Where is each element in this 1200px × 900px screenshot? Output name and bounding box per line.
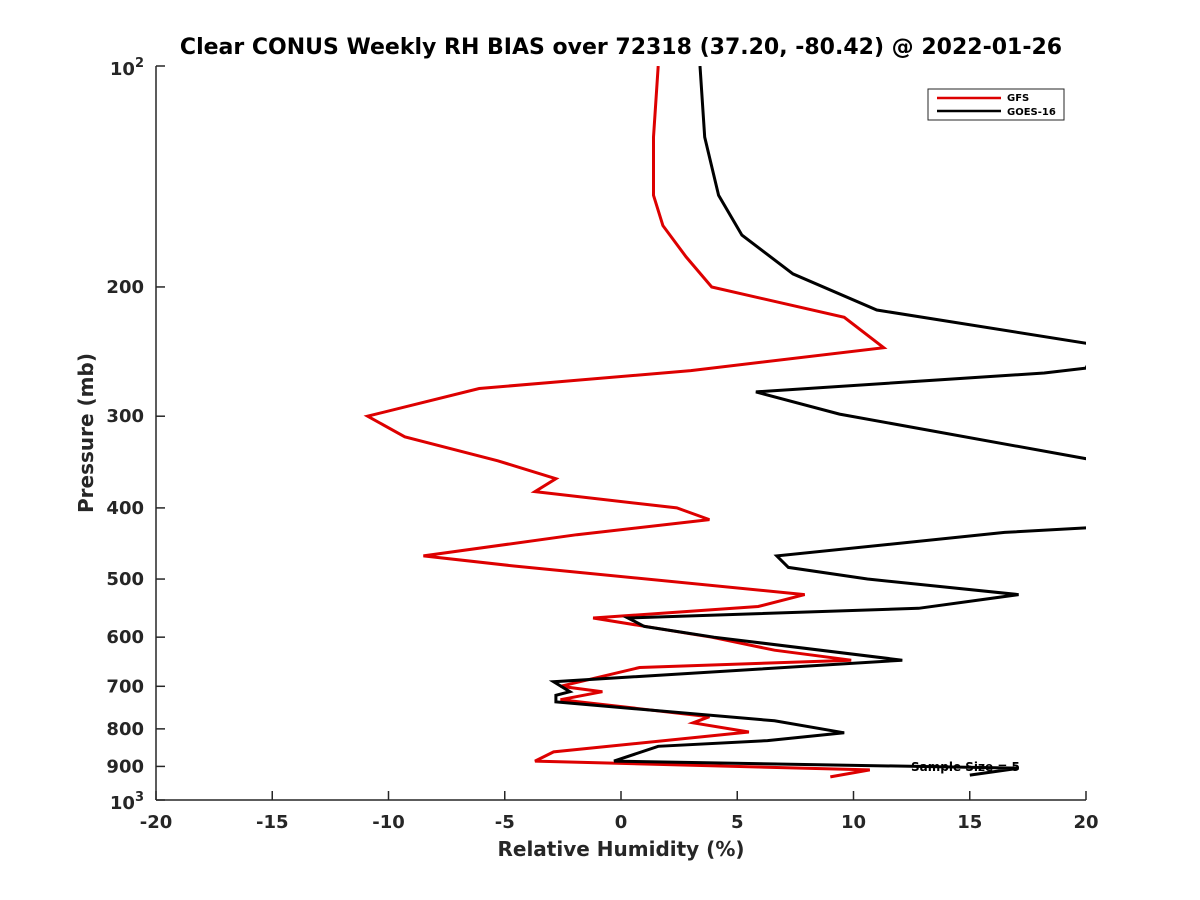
y-tick-label: 200 xyxy=(106,277,144,298)
y-tick-label: 800 xyxy=(106,719,144,740)
x-tick-label: -5 xyxy=(495,812,515,833)
x-tick-label: -20 xyxy=(140,812,173,833)
x-tick-label: 15 xyxy=(957,812,982,833)
x-tick-label: -15 xyxy=(256,812,289,833)
y-tick-label: 900 xyxy=(106,756,144,777)
y-tick-label: 300 xyxy=(106,406,144,427)
series-lines xyxy=(363,66,1086,779)
legend: GFS GOES-16 xyxy=(927,88,1065,121)
x-tick-label: 20 xyxy=(1073,812,1098,833)
y-axis-label: Pressure (mb) xyxy=(74,353,98,513)
x-tick-label: -10 xyxy=(372,812,405,833)
x-tick-label: 0 xyxy=(615,812,628,833)
series-line-gfs xyxy=(363,66,888,779)
sample-size-annotation: Sample Size = 5 xyxy=(911,760,1020,774)
y-tick-label: 500 xyxy=(106,569,144,590)
y-tick-label-power: 103 xyxy=(110,790,144,814)
x-axis-label: Relative Humidity (%) xyxy=(497,837,744,861)
legend-box xyxy=(927,88,1065,121)
legend-label-gfs: GFS xyxy=(1007,93,1029,104)
legend-label-goes16: GOES-16 xyxy=(1007,107,1056,118)
x-axis-ticks: -20 -15 -10 -5 0 5 10 15 20 xyxy=(140,791,1099,833)
series-line-goes16 xyxy=(548,66,1086,777)
x-tick-label: 10 xyxy=(841,812,866,833)
y-axis-ticks: 200 300 400 500 600 700 800 900 102 103 xyxy=(106,56,165,814)
y-tick-label: 700 xyxy=(106,676,144,697)
y-tick-label: 600 xyxy=(106,627,144,648)
y-tick-label: 400 xyxy=(106,498,144,519)
y-tick-label-power: 102 xyxy=(110,56,144,80)
x-tick-label: 5 xyxy=(731,812,744,833)
chart-title: Clear CONUS Weekly RH BIAS over 72318 (3… xyxy=(180,35,1062,60)
